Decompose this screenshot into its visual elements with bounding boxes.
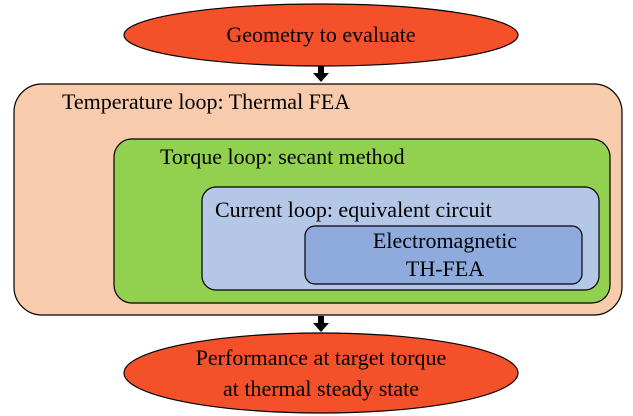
em-fea-box xyxy=(304,225,583,285)
torque-loop-label: Torque loop: secant method xyxy=(160,144,405,169)
end-label: at thermal steady state xyxy=(223,376,419,401)
end-label: Performance at target torque xyxy=(196,345,447,370)
temperature-loop-label: Temperature loop: Thermal FEA xyxy=(62,89,350,114)
em-fea-label: Electromagnetic xyxy=(373,228,517,253)
end-node xyxy=(123,332,519,414)
arrow-down xyxy=(313,316,329,332)
arrow-down xyxy=(313,66,329,82)
start-label: Geometry to evaluate xyxy=(226,22,415,47)
current-loop-label: Current loop: equivalent circuit xyxy=(215,197,492,222)
em-fea-label: TH-FEA xyxy=(406,256,484,281)
